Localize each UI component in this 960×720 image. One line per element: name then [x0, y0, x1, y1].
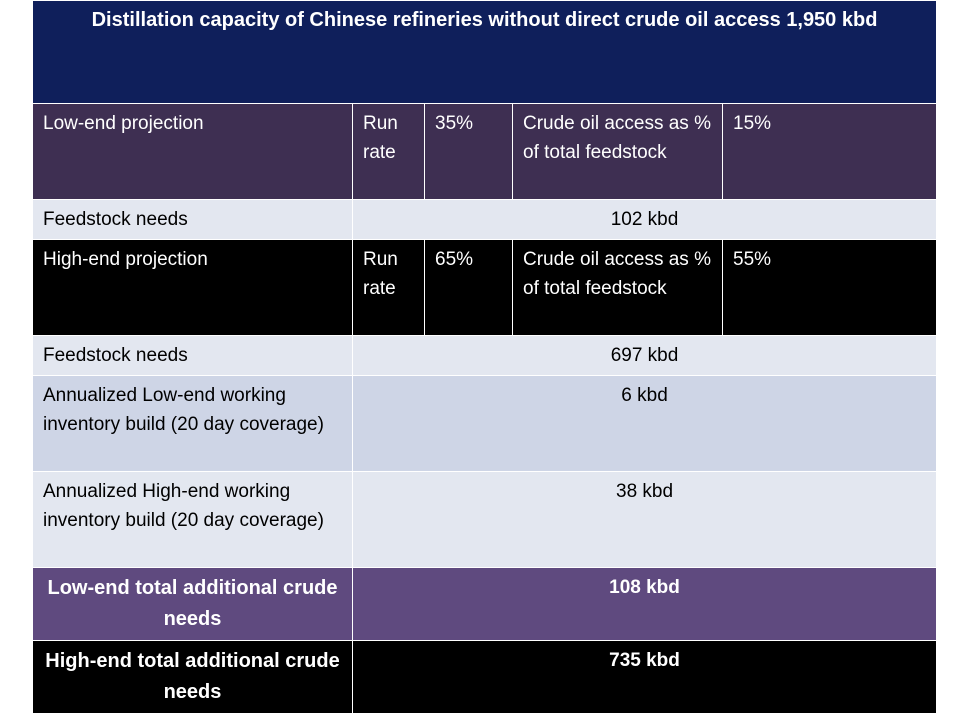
low-run-rate-label: Run rate	[352, 103, 425, 200]
low-run-rate-value: 35%	[424, 103, 513, 200]
high-access-value: 55%	[721, 239, 938, 336]
low-inventory-value: 6 kbd	[351, 375, 938, 472]
low-inventory-row: Annualized Low-end working inventory bui…	[32, 375, 938, 472]
high-run-rate-label: Run rate	[352, 239, 425, 336]
high-access-label: Crude oil access as % of total feedstock	[512, 239, 723, 336]
high-inventory-value: 38 kbd	[351, 471, 938, 568]
low-projection-row: Low-end projection Run rate 35% Crude oi…	[32, 103, 938, 200]
high-feedstock-value: 697 kbd	[351, 335, 938, 376]
high-total-row: High-end total additional crude needs 73…	[32, 640, 938, 714]
low-total-label: Low-end total additional crude needs	[32, 567, 353, 641]
high-feedstock-label: Feedstock needs	[32, 335, 353, 376]
high-total-label: High-end total additional crude needs	[32, 640, 353, 714]
title-row: Distillation capacity of Chinese refiner…	[31, 0, 938, 104]
high-total-value: 735 kbd	[351, 640, 938, 714]
high-inventory-label: Annualized High-end working inventory bu…	[32, 471, 353, 568]
high-run-rate-value: 65%	[424, 239, 513, 336]
high-projection-label: High-end projection	[32, 239, 353, 336]
table-title: Distillation capacity of Chinese refiner…	[31, 0, 938, 104]
high-projection-row: High-end projection Run rate 65% Crude o…	[32, 239, 938, 336]
low-total-row: Low-end total additional crude needs 108…	[32, 567, 938, 641]
low-feedstock-label: Feedstock needs	[32, 199, 353, 240]
low-feedstock-value: 102 kbd	[351, 199, 938, 240]
low-inventory-label: Annualized Low-end working inventory bui…	[32, 375, 353, 472]
low-projection-label: Low-end projection	[32, 103, 353, 200]
high-inventory-row: Annualized High-end working inventory bu…	[32, 471, 938, 568]
low-feedstock-row: Feedstock needs 102 kbd	[32, 199, 938, 240]
low-access-label: Crude oil access as % of total feedstock	[512, 103, 723, 200]
crude-needs-table: Distillation capacity of Chinese refiner…	[31, 0, 938, 714]
high-feedstock-row: Feedstock needs 697 kbd	[32, 335, 938, 376]
low-total-value: 108 kbd	[351, 567, 938, 641]
low-access-value: 15%	[721, 103, 938, 200]
